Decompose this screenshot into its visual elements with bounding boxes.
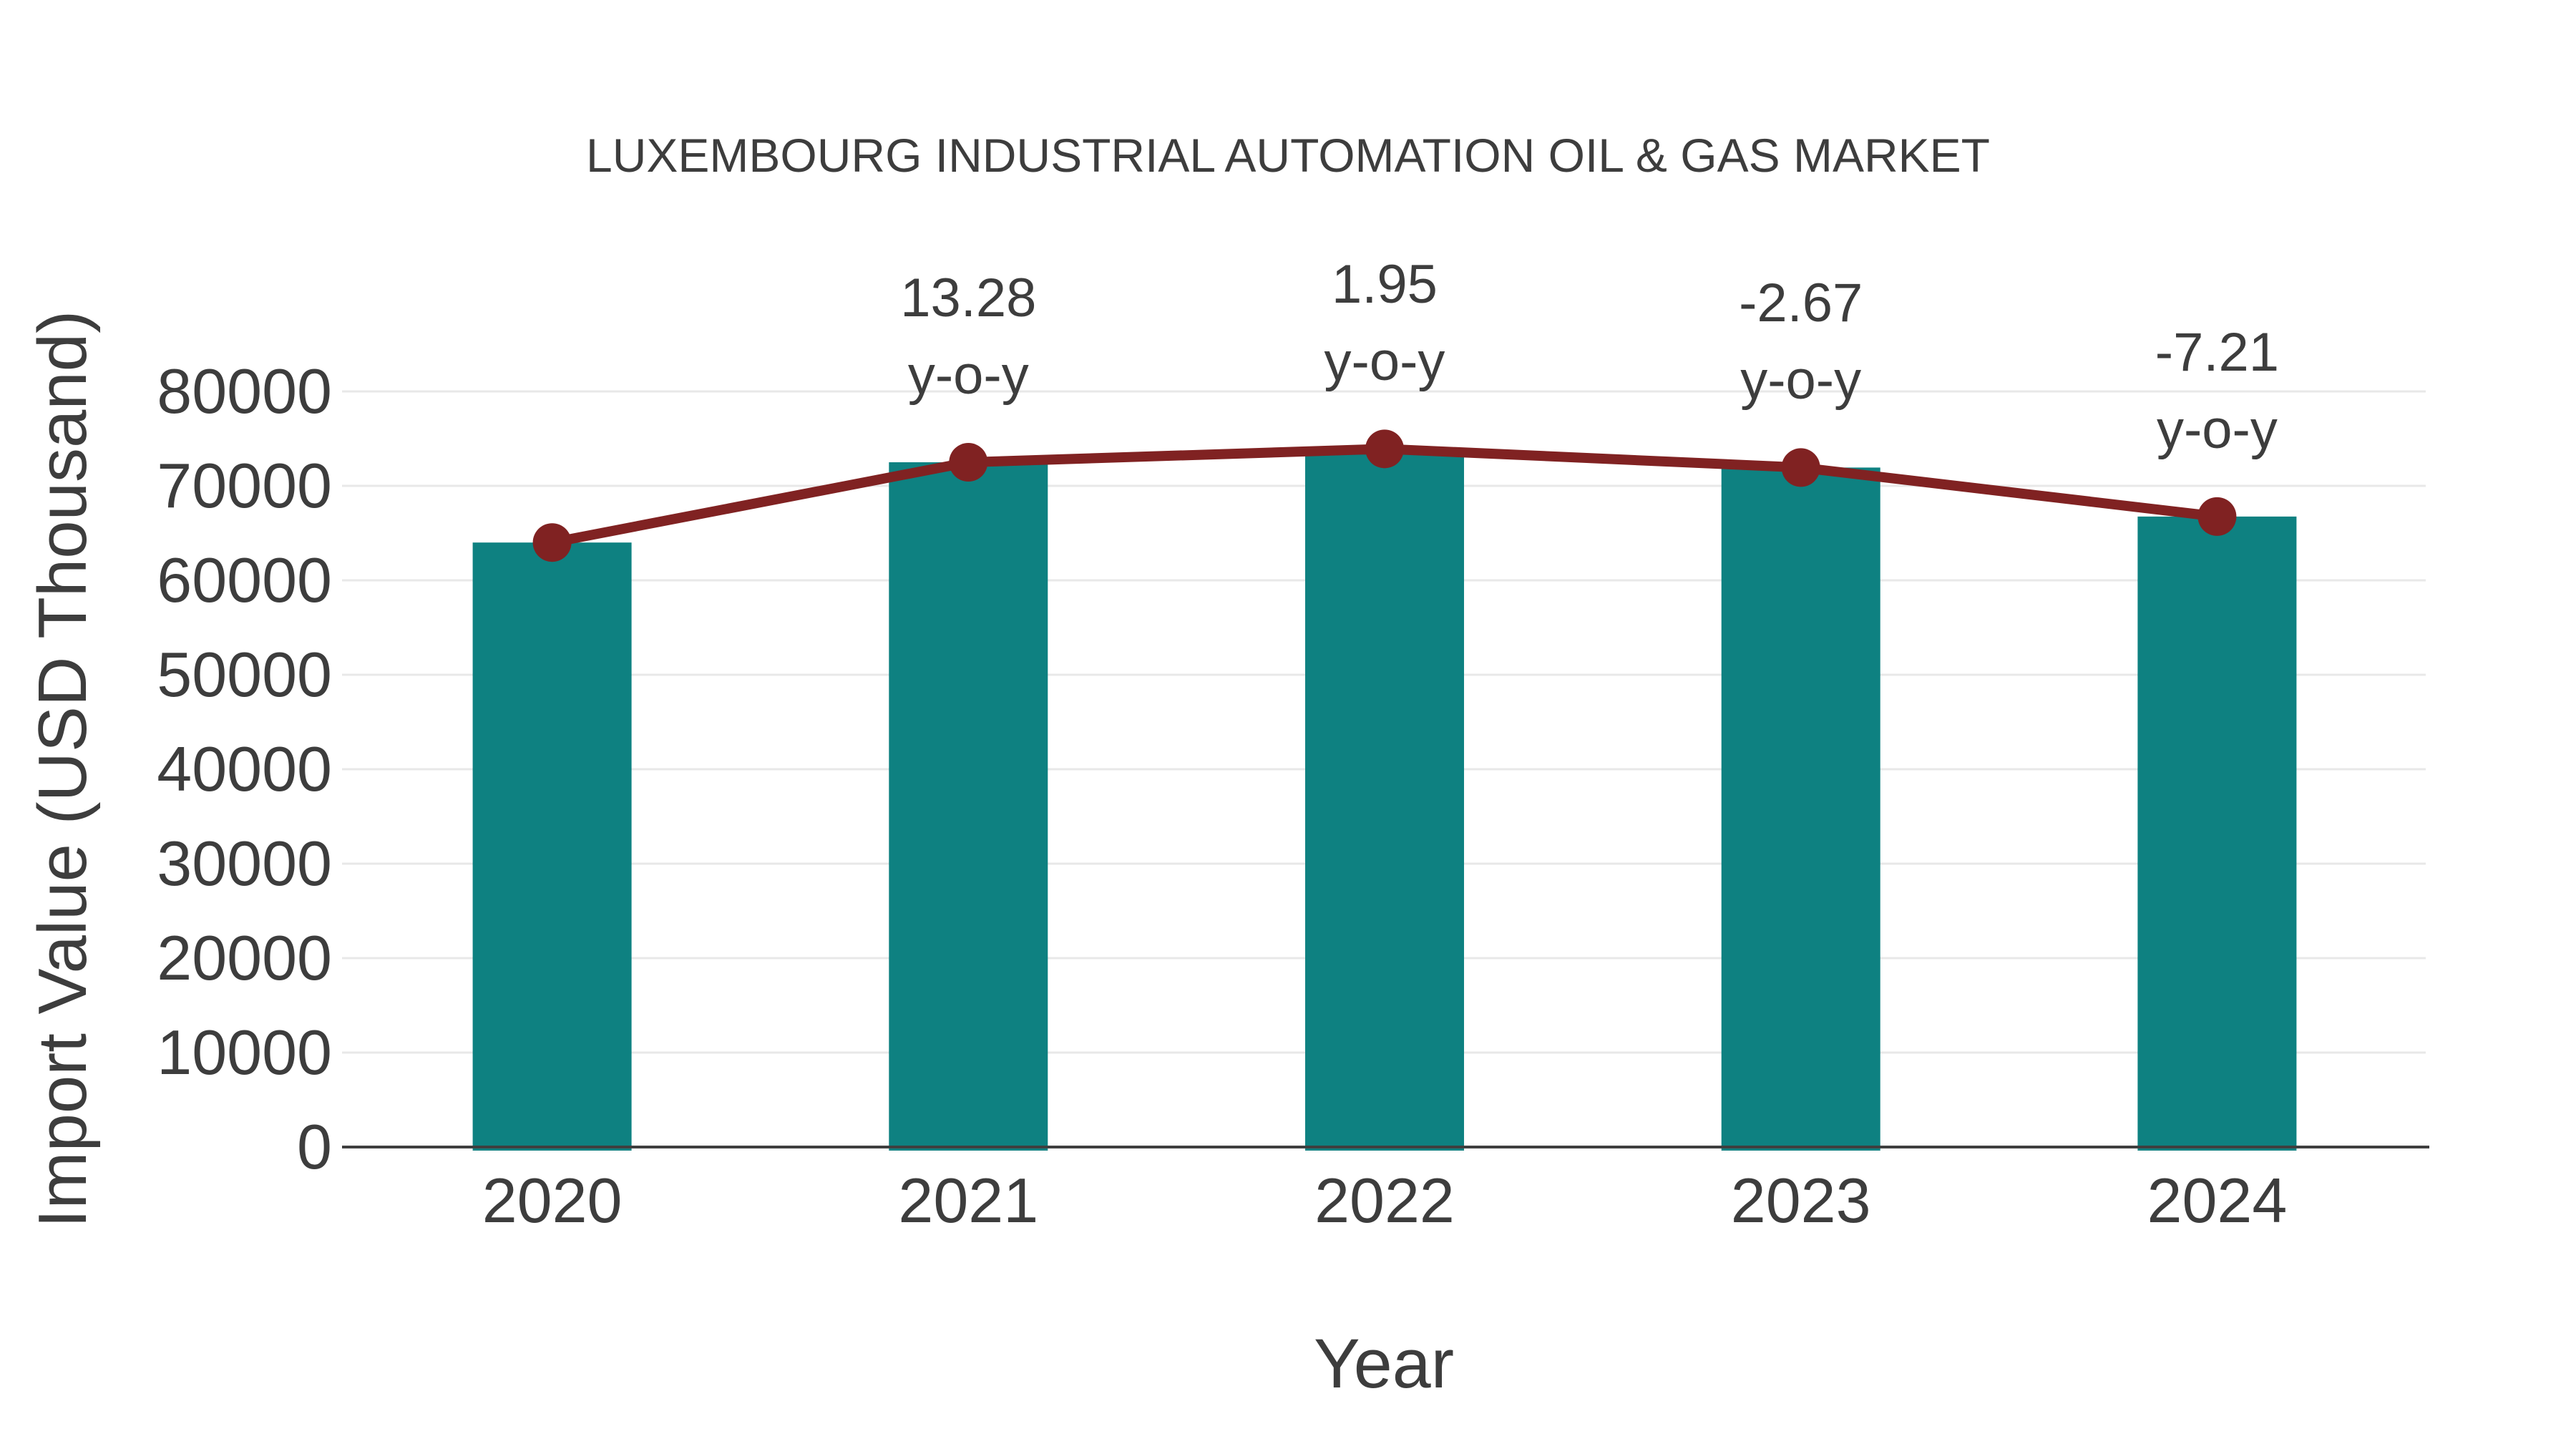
growth-value: 1.95 [1332, 254, 1438, 316]
y-tick-label-10000: 10000 [157, 1017, 332, 1088]
growth-annotation-2022: 1.95 y-o-y [1170, 246, 1599, 401]
growth-annotation-2023: -2.67 y-o-y [1586, 265, 2016, 419]
bar-2023 [1721, 467, 1880, 1151]
growth-suffix: y-o-y [907, 345, 1029, 406]
bar-2021 [889, 462, 1048, 1151]
x-tick-label-2022: 2022 [1314, 1165, 1455, 1236]
trend-point-2024 [2197, 497, 2237, 536]
growth-value: 13.28 [900, 268, 1037, 328]
trend-point-2021 [949, 443, 988, 482]
y-tick-label-70000: 70000 [157, 450, 332, 521]
growth-annotation-2021: 13.28 y-o-y [753, 260, 1183, 414]
trend-point-2023 [1781, 448, 1820, 487]
y-tick-label-60000: 60000 [157, 545, 332, 615]
x-tick-label-2021: 2021 [898, 1165, 1039, 1236]
y-tick-label-50000: 50000 [157, 639, 332, 710]
x-tick-label-2020: 2020 [482, 1165, 623, 1236]
growth-suffix: y-o-y [1324, 331, 1445, 393]
x-tick-label-2023: 2023 [1730, 1165, 1871, 1236]
y-tick-label-30000: 30000 [157, 828, 332, 899]
growth-value: -2.67 [1739, 273, 1863, 334]
trend-point-2020 [532, 523, 572, 562]
bar-2020 [472, 542, 632, 1151]
y-tick-label-40000: 40000 [157, 733, 332, 804]
y-tick-label-0: 0 [297, 1111, 332, 1182]
growth-suffix: y-o-y [2156, 399, 2278, 460]
growth-suffix: y-o-y [1740, 350, 1862, 411]
x-axis-spine [342, 1146, 2429, 1148]
x-axis-title: Year [1314, 1324, 1454, 1402]
y-axis-title: Import Value (USD Thousand) [24, 310, 101, 1229]
trend-point-2022 [1365, 429, 1404, 469]
growth-value: -7.21 [2155, 321, 2279, 383]
growth-annotation-2024: -7.21 y-o-y [2002, 314, 2431, 469]
chart-title: LUXEMBOURG INDUSTRIAL AUTOMATION OIL & G… [586, 129, 1990, 182]
bar-2022 [1305, 449, 1464, 1151]
x-tick-label-2024: 2024 [2147, 1165, 2288, 1236]
bar-2024 [2137, 516, 2297, 1151]
y-tick-label-80000: 80000 [157, 356, 332, 426]
y-tick-label-20000: 20000 [157, 922, 332, 993]
